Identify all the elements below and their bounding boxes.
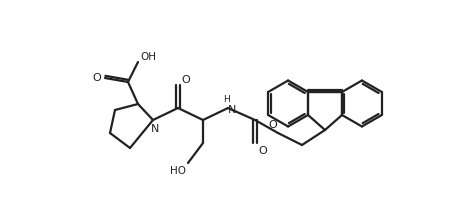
Text: O: O	[258, 146, 267, 156]
Text: O: O	[268, 120, 277, 130]
Text: O: O	[181, 75, 190, 85]
Text: OH: OH	[140, 52, 156, 62]
Text: N: N	[151, 124, 159, 134]
Text: O: O	[92, 73, 101, 83]
Text: H: H	[223, 95, 230, 104]
Text: N: N	[227, 105, 236, 115]
Text: HO: HO	[170, 166, 186, 176]
